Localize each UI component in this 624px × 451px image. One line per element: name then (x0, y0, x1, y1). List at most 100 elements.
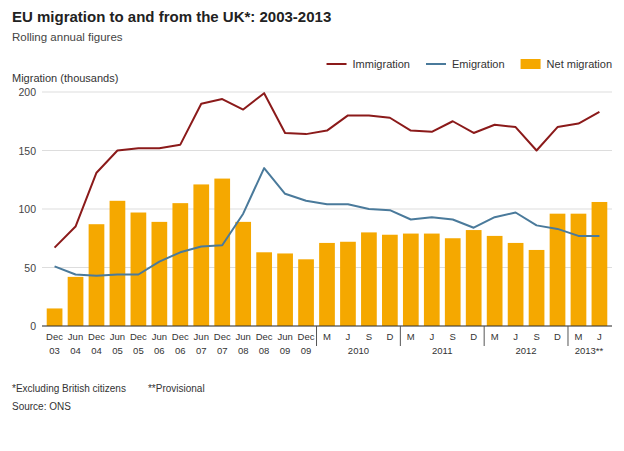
annotation: 08 (259, 345, 270, 356)
y-tick-label: 0 (30, 320, 36, 332)
line (55, 93, 600, 247)
x-tick-label: Dec (130, 331, 147, 342)
bar (466, 230, 482, 326)
x-tick-label: Dec (256, 331, 273, 342)
annotation: 06 (154, 345, 165, 356)
x-tick-label: Dec (298, 331, 315, 342)
x-axis-line (42, 326, 612, 327)
bar (131, 213, 147, 326)
grid-line (42, 209, 612, 210)
x-tick-label: Dec (214, 331, 231, 342)
group-separator (316, 326, 317, 346)
annotation: 2013** (575, 345, 604, 356)
x-tick-label: J (513, 331, 518, 342)
x-tick-label: M (575, 331, 583, 342)
annotation: 2011 (432, 345, 452, 356)
legend-item: Immigration (327, 58, 410, 70)
bar-series (47, 179, 608, 326)
legend-item: Emigration (426, 58, 505, 70)
annotation: 09 (280, 345, 291, 356)
annotation: 05 (133, 345, 144, 356)
annotation: 07 (217, 345, 228, 356)
bar (508, 243, 524, 326)
x-tick-label: D (386, 331, 393, 342)
grid-line (42, 326, 612, 327)
bar (319, 243, 335, 326)
bar (445, 238, 461, 326)
annotation: 2010 (348, 345, 369, 356)
annotation: 07 (196, 345, 207, 356)
annotations: 0304040505060607070808090920102011201220… (49, 326, 603, 356)
x-tick-label: S (533, 331, 539, 342)
annotation: 04 (91, 345, 102, 356)
x-tick-label: S (366, 331, 372, 342)
annotation: 08 (238, 345, 249, 356)
bar (277, 253, 293, 326)
group-separator (484, 326, 485, 346)
bar (256, 252, 272, 326)
bar (151, 222, 167, 326)
x-tick-label: Dec (46, 331, 63, 342)
bar (193, 184, 209, 326)
legend-swatch (521, 59, 541, 69)
bar (235, 222, 251, 326)
note: *Excluding British citizens (12, 383, 126, 394)
annotation: 2012 (516, 345, 537, 356)
x-tick-label: Jun (110, 331, 125, 342)
bar (592, 202, 608, 326)
x-tick-label: D (470, 331, 477, 342)
annotation: 05 (112, 345, 123, 356)
bar (487, 236, 503, 326)
legend-label: Net migration (547, 58, 612, 70)
x-tick-labels: DecJunDecJunDecJunDecJunDecJunDecJunDecM… (46, 331, 602, 342)
legend: Immigration Emigration Net migration (327, 58, 612, 70)
legend-swatch (327, 63, 347, 65)
x-tick-label: J (429, 331, 434, 342)
bar (403, 234, 419, 326)
y-tick-label: 150 (18, 145, 36, 157)
bar (110, 201, 126, 326)
x-tick-label: M (323, 331, 331, 342)
x-tick-label: Jun (68, 331, 83, 342)
y-tick-label: 200 (18, 86, 36, 98)
page: {"chart_data": { "type": "bar", "title":… (0, 0, 624, 451)
subtitle: Rolling annual figures (12, 31, 123, 43)
legend-label: Emigration (452, 58, 505, 70)
x-tick-label: M (491, 331, 499, 342)
note: **Provisional (148, 383, 205, 394)
bar (424, 234, 440, 326)
x-tick-label: M (407, 331, 415, 342)
legend-item: Net migration (521, 58, 612, 70)
y-tick-label: 50 (24, 262, 36, 274)
annotation: 04 (70, 345, 81, 356)
bar (361, 232, 377, 326)
x-tick-label: J (597, 331, 602, 342)
bar (214, 179, 230, 326)
y-axis-label: Migration (thousands) (12, 72, 118, 84)
x-tick-label: S (450, 331, 456, 342)
note: Source: ONS (12, 401, 71, 412)
bar (298, 259, 314, 326)
line (55, 168, 600, 276)
x-tick-label: Jun (277, 331, 292, 342)
group-separator (400, 326, 401, 346)
x-tick-label: D (554, 331, 561, 342)
bar (172, 203, 188, 326)
x-tick-label: J (346, 331, 351, 342)
grid (42, 92, 612, 326)
x-tick-label: Jun (194, 331, 209, 342)
annotation: 06 (175, 345, 186, 356)
bar (382, 235, 398, 326)
x-tick-label: Dec (172, 331, 189, 342)
grid-line (42, 92, 612, 93)
annotation: 09 (301, 345, 312, 356)
marks (47, 93, 608, 326)
bar (529, 250, 545, 326)
bar (571, 214, 587, 326)
x-tick-label: Jun (236, 331, 251, 342)
bar (68, 277, 84, 326)
chart: EU migration to and from the UK*: 2003-2… (0, 0, 624, 451)
title: EU migration to and from the UK*: 2003-2… (12, 8, 331, 25)
bar (47, 308, 63, 326)
y-tick-label: 100 (18, 203, 36, 215)
